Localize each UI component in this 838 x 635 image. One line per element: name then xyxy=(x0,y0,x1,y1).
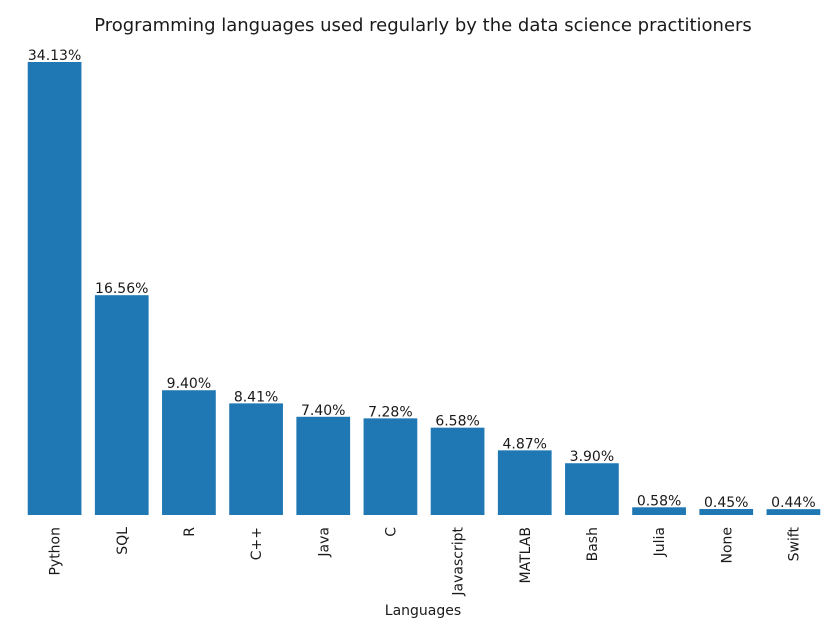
bar-matlab xyxy=(497,450,552,515)
bar-javascript xyxy=(430,427,485,515)
bar-c xyxy=(363,418,418,515)
data-label-java: 7.40% xyxy=(301,403,345,419)
x-tick-matlab: MATLAB xyxy=(518,527,534,583)
x-axis-label: Languages xyxy=(385,603,461,619)
x-tick-bash: Bash xyxy=(585,527,601,561)
data-label-swift: 0.44% xyxy=(771,495,815,511)
bar-swift xyxy=(766,509,821,515)
data-label-r: 9.40% xyxy=(167,376,211,392)
data-label-javascript: 6.58% xyxy=(435,414,479,430)
data-label-c: 7.28% xyxy=(368,404,412,420)
chart-title: Programming languages used regularly by … xyxy=(94,15,752,36)
data-label-sql: 16.56% xyxy=(95,281,148,297)
data-label-cplusplus: 8.41% xyxy=(234,389,278,405)
x-tick-python: Python xyxy=(48,527,64,576)
x-tick-sql: SQL xyxy=(115,527,131,555)
data-labels-group: 34.13% 16.56% 9.40% 8.41% 7.40% 7.28% 6.58% 4.8… xyxy=(28,48,816,511)
bar-python xyxy=(27,62,82,515)
data-label-bash: 3.90% xyxy=(570,449,614,465)
data-label-matlab: 4.87% xyxy=(503,436,547,452)
bar-r xyxy=(162,390,216,515)
data-label-python: 34.13% xyxy=(28,48,81,64)
bar-sql xyxy=(94,295,149,515)
x-tick-julia: Julia xyxy=(652,527,668,557)
x-tick-swift: Swift xyxy=(786,526,802,561)
x-tick-java: Java xyxy=(316,527,332,558)
x-tick-labels-group: Python SQL R C++ Java C Javascript MATLAB Bash Ju… xyxy=(48,526,803,596)
bar-none xyxy=(699,509,754,515)
x-tick-none: None xyxy=(719,527,735,564)
bars-group xyxy=(27,62,821,515)
bar-julia xyxy=(632,507,686,515)
x-tick-r: R xyxy=(182,527,198,537)
data-label-julia: 0.58% xyxy=(637,493,681,509)
bar-bash xyxy=(565,463,619,515)
x-tick-c: C xyxy=(383,527,399,537)
data-label-none: 0.45% xyxy=(704,495,748,511)
x-tick-cplusplus: C++ xyxy=(249,527,265,560)
bar-java xyxy=(296,416,351,515)
x-tick-javascript: Javascript xyxy=(451,526,467,596)
bar-cplusplus xyxy=(229,403,283,515)
